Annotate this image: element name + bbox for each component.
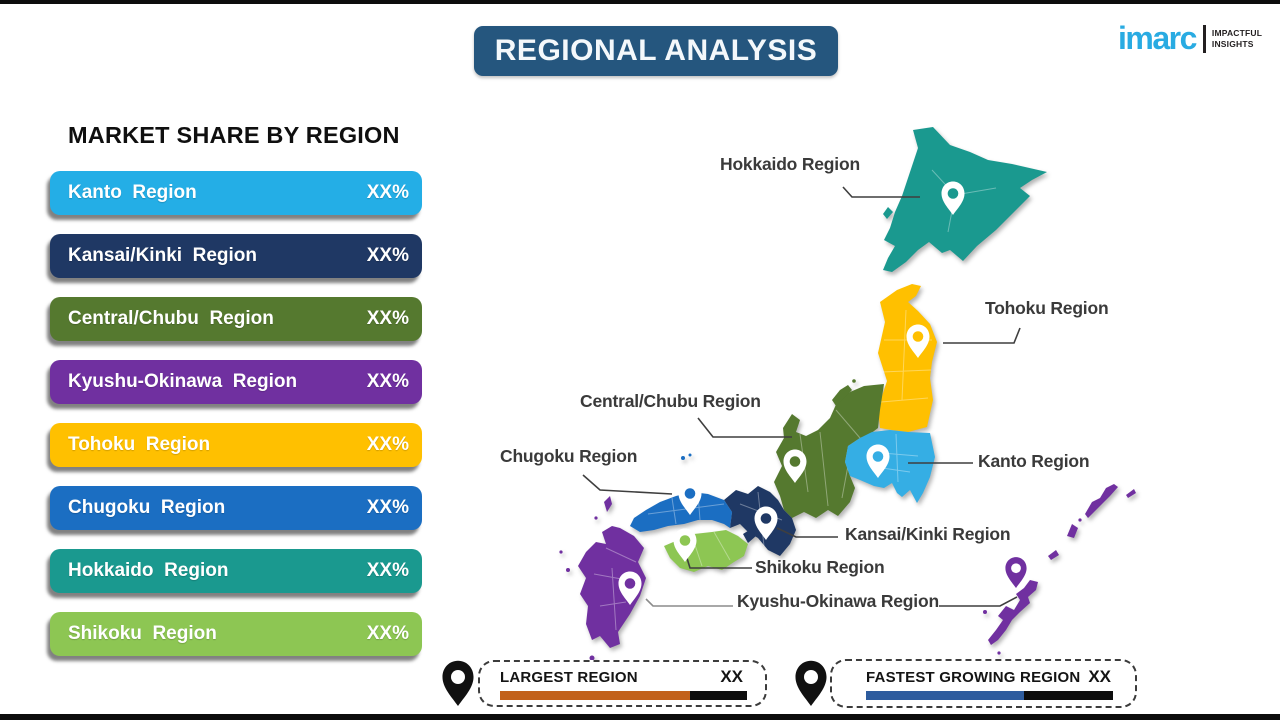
region-chubu [774,384,884,518]
bottom-border-strip [0,714,1280,720]
map-label-hokkaido: Hokkaido Region [720,154,860,174]
share-bar-value: XX% [366,182,409,203]
share-bar-kyushu: Kyushu-Okinawa Region XX% [50,360,422,404]
island-sado [832,385,852,406]
island-oki [681,456,685,460]
connector-chugoku [582,474,673,495]
fastest-growing-value: XX [1088,667,1111,686]
share-bar-tohoku: Tohoku Region XX% [50,423,422,467]
map-label-tohoku: Tohoku Region [985,298,1109,318]
map-pin-kansai [754,506,778,540]
map-pin-okinawa [1005,557,1027,588]
map-pin-tohoku [906,324,930,358]
map-pin-chubu [783,449,807,483]
page-title: REGIONAL ANALYSIS [474,26,838,76]
connector-hokkaido [842,186,920,198]
fastest-growing-label: FASTEST GROWING REGION [866,669,1081,686]
region-chugoku [630,492,732,532]
share-bar-label: Kyushu-Okinawa Region [68,371,298,392]
japan-map-svg [559,127,1136,660]
share-bar-shikoku: Shikoku Region XX% [50,612,422,656]
island-oki [688,453,692,457]
logo-divider [1202,25,1206,53]
map-pin-hokkaido [941,181,965,215]
fastest-growing-legend: FASTEST GROWING REGION XX [830,659,1137,708]
imarc-logo: imarc IMPACTFUL INSIGHTS [1118,22,1262,54]
share-bar-value: XX% [366,497,409,518]
share-bar-value: XX% [366,308,409,329]
island-near-hokkaido [883,207,893,219]
connector-tohoku [943,327,1021,344]
okinawa-islands [983,484,1136,655]
share-bar-kanto: Kanto Region XX% [50,171,422,215]
share-bar-value: XX% [366,623,409,644]
share-bar-label: Kansai/Kinki Region [68,245,257,266]
island-awaji [743,529,756,543]
connector-shikoku [685,554,752,569]
map-pin-chugoku [678,481,702,515]
connector-kyushu-left [645,598,733,607]
region-kyushu [578,526,646,648]
share-bar-chugoku: Chugoku Region XX% [50,486,422,530]
map-label-chugoku: Chugoku Region [500,446,638,466]
logo-tagline: IMPACTFUL INSIGHTS [1211,28,1263,49]
share-bar-value: XX% [366,371,409,392]
share-bar-kansai: Kansai/Kinki Region XX% [50,234,422,278]
japan-map: Hokkaido Region Tohoku Region Central/Ch… [440,100,1160,660]
map-label-shikoku: Shikoku Region [755,557,885,577]
fastest-growing-bar [866,691,1113,700]
map-pin-shikoku [673,528,697,562]
share-bar-hokkaido: Hokkaido Region XX% [50,549,422,593]
share-bar-label: Hokkaido Region [68,560,229,581]
logo-wordmark: imarc [1118,20,1197,56]
share-bar-value: XX% [366,560,409,581]
share-bar-value: XX% [366,434,409,455]
share-bar-label: Shikoku Region [68,623,217,644]
region-kanto [845,430,935,503]
map-label-kyushu: Kyushu-Okinawa Region [737,591,939,611]
connector-kansai [776,527,838,538]
share-bar-value: XX% [366,245,409,266]
largest-region-legend: LARGEST REGION XX [478,660,767,707]
map-label-kansai: Kansai/Kinki Region [845,524,1011,544]
largest-region-bar [500,691,747,700]
largest-region-bar-fill [500,691,691,700]
fastest-growing-bar-fill [866,691,1025,700]
map-label-kanto: Kanto Region [978,451,1090,471]
map-label-chubu: Central/Chubu Region [580,391,761,411]
largest-region-value: XX [720,667,743,686]
market-share-heading: MARKET SHARE BY REGION [68,122,400,148]
top-border-strip [0,0,1280,4]
connector-okinawa-right [939,596,1018,607]
island-speck [852,379,856,383]
share-bar-label: Tohoku Region [68,434,211,455]
market-share-bar-list: Kanto Region XX% Kansai/Kinki Region XX%… [50,171,422,675]
kyushu-small-islands [559,496,612,660]
share-bar-label: Kanto Region [68,182,197,203]
region-hokkaido [883,127,1047,272]
fastest-growing-pin-icon [795,660,827,706]
share-bar-label: Chugoku Region [68,497,226,518]
share-bar-label: Central/Chubu Region [68,308,274,329]
map-pin-kyushu [618,571,642,605]
largest-region-pin-icon [442,660,474,706]
map-pin-kanto [866,444,890,478]
region-tohoku [878,284,937,432]
largest-region-label: LARGEST REGION [500,669,638,686]
connector-chubu [697,417,792,438]
share-bar-chubu: Central/Chubu Region XX% [50,297,422,341]
